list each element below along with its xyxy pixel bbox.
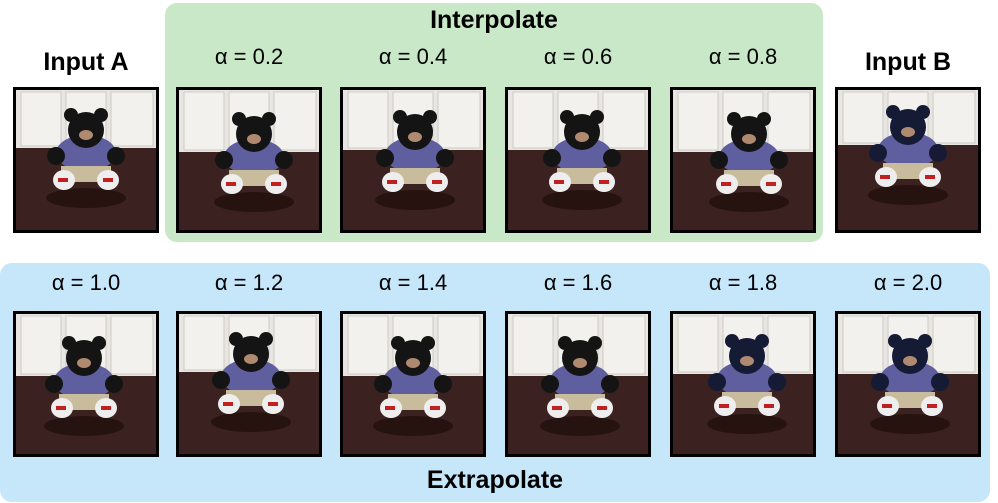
- extrap-image: [176, 311, 322, 457]
- teddy-bear-photo: [16, 314, 156, 454]
- alpha-label: α = 0.4: [378, 44, 448, 69]
- interp-image: [176, 87, 322, 233]
- interp-image: [505, 87, 651, 233]
- teddy-bear-photo: [343, 314, 483, 454]
- input-a-image: [13, 87, 159, 233]
- interp-image: [670, 87, 816, 233]
- teddy-bear-photo: [16, 90, 156, 230]
- alpha-label: α = 0.8: [708, 44, 778, 69]
- input-b-label: Input B: [864, 48, 952, 76]
- teddy-bear-photo: [343, 90, 483, 230]
- teddy-bear-photo: [838, 90, 978, 230]
- alpha-label: α = 1.6: [543, 270, 613, 295]
- input-a-label: Input A: [43, 48, 129, 76]
- alpha-label: α = 1.4: [378, 270, 448, 295]
- alpha-label: α = 2.0: [873, 270, 943, 295]
- alpha-label: α = 1.0: [51, 270, 121, 295]
- alpha-label: α = 0.2: [214, 44, 284, 69]
- teddy-bear-photo: [508, 90, 648, 230]
- extrapolate-region: [0, 263, 990, 502]
- extrap-image: [13, 311, 159, 457]
- alpha-label: α = 1.2: [214, 270, 284, 295]
- interpolate-title: Interpolate: [430, 6, 558, 34]
- teddy-bear-photo: [838, 314, 978, 454]
- extrap-image: [670, 311, 816, 457]
- input-b-image: [835, 87, 981, 233]
- teddy-bear-photo: [179, 90, 319, 230]
- alpha-label: α = 1.8: [708, 270, 778, 295]
- teddy-bear-photo: [508, 314, 648, 454]
- extrap-image: [340, 311, 486, 457]
- interp-image: [340, 87, 486, 233]
- teddy-bear-photo: [179, 314, 319, 454]
- teddy-bear-photo: [673, 90, 813, 230]
- alpha-label: α = 0.6: [543, 44, 613, 69]
- teddy-bear-photo: [673, 314, 813, 454]
- extrapolate-title: Extrapolate: [426, 466, 564, 494]
- extrap-image: [505, 311, 651, 457]
- extrap-image: [835, 311, 981, 457]
